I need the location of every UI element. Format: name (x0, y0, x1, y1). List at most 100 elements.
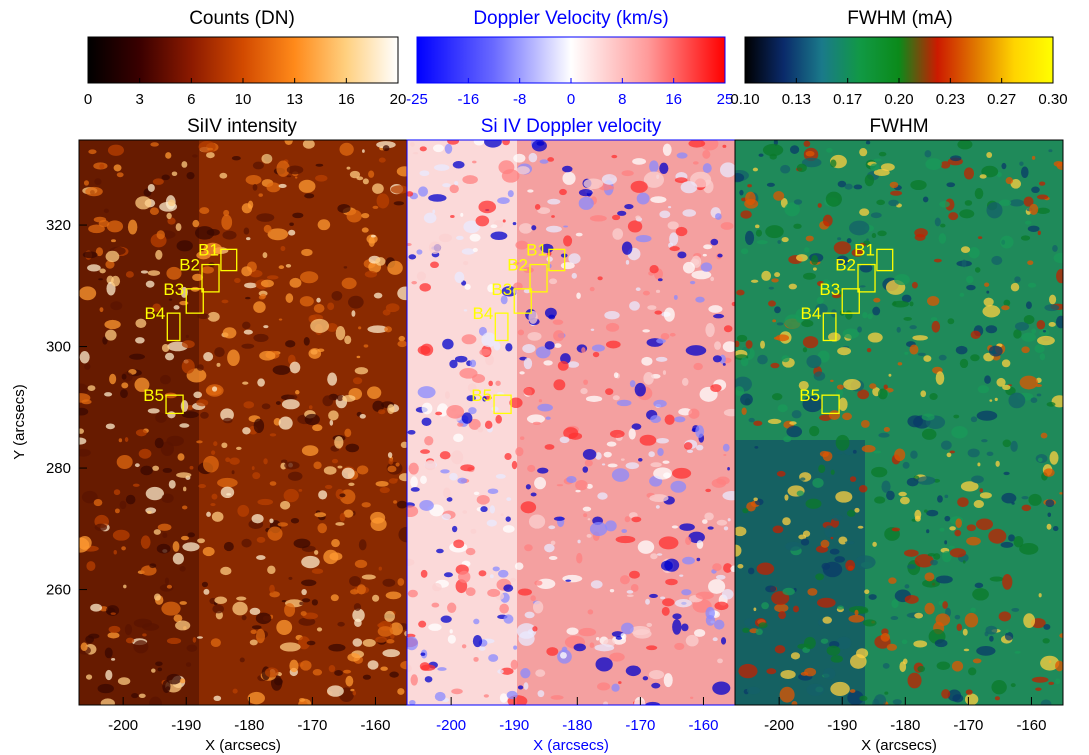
region-box-b1 (548, 248, 566, 272)
region-label-b3: B3 (163, 280, 184, 299)
region-box-b5 (821, 394, 840, 415)
colorbar-tick-label: 8 (618, 91, 626, 108)
colorbar-tick-label: -16 (457, 91, 479, 108)
region-box-b3 (185, 288, 204, 314)
region-label-b1: B1 (198, 240, 219, 259)
colorbar-tick-label: 16 (665, 91, 682, 108)
x-axis-label-doppler: X (arcsecs) (533, 737, 609, 754)
y-tick-label: 260 (46, 582, 71, 599)
panel-fwhm-title: FWHM (869, 116, 928, 137)
colorbar-intensity-title: Counts (DN) (189, 8, 295, 29)
region-box-b3 (841, 288, 860, 314)
colorbar-tick-label: 0.13 (782, 91, 811, 108)
colorbar-tick-label: 0.20 (884, 91, 913, 108)
region-label-b4: B4 (801, 304, 822, 323)
panel-frame (734, 139, 1064, 706)
region-label-b4: B4 (473, 304, 494, 323)
x-axis-intensity: -200 -190 -180 -170 -160 (108, 697, 390, 734)
region-box-b2 (201, 263, 220, 293)
region-box-b2 (857, 263, 876, 293)
panel-texture (735, 140, 1063, 705)
x-axis-fwhm: -200 -190 -180 -170 -160 (764, 697, 1046, 734)
region-box-b3 (513, 288, 532, 314)
x-tick-label: -170 (625, 717, 655, 734)
region-box-b1 (220, 248, 238, 272)
colorbar-tick-label: 0.27 (987, 91, 1016, 108)
colorbar-tick-label: 0.10 (730, 91, 759, 108)
region-box-b4 (494, 312, 509, 342)
colorbar-tick-label: -8 (513, 91, 526, 108)
colorbar-intensity-bar (87, 36, 399, 84)
x-tick-label: -160 (360, 717, 390, 734)
y-axis-ticks: 260 280 300 320 (46, 217, 87, 599)
colorbar-tick-label: 0.30 (1038, 91, 1067, 108)
x-tick-label: -180 (562, 717, 592, 734)
region-label-b3: B3 (491, 280, 512, 299)
colorbar-fwhm-bar (744, 36, 1054, 84)
region-label-b1: B1 (526, 240, 547, 259)
colorbar-tick-label: 3 (135, 91, 143, 108)
region-box-b4 (822, 312, 837, 342)
x-tick-label: -160 (1016, 717, 1046, 734)
colorbar-fwhm-ticks: 0.10 0.13 0.17 0.20 0.23 0.27 0.30 (730, 78, 1068, 108)
region-box-b5 (493, 394, 512, 415)
region-box-b4 (166, 312, 181, 342)
colorbar-fwhm-title: FWHM (mA) (847, 8, 953, 29)
colorbar-doppler: Doppler Velocity (km/s) -25 -16 -8 0 8 16 25 (406, 8, 733, 108)
x-tick-label: -180 (890, 717, 920, 734)
colorbar-doppler-ticks: -25 -16 -8 0 8 16 25 (406, 78, 733, 108)
colorbar-tick-label: 0 (567, 91, 575, 108)
colorbar-intensity-ticks: 0 3 6 10 13 16 20 (84, 78, 407, 108)
x-tick-label: -180 (234, 717, 264, 734)
region-label-b2: B2 (179, 256, 200, 275)
region-label-b5: B5 (799, 386, 820, 405)
panel-texture (407, 140, 735, 705)
colorbar-doppler-title: Doppler Velocity (km/s) (473, 8, 668, 29)
y-axis-label: Y (arcsecs) (11, 384, 28, 460)
region-box-b1 (876, 248, 894, 272)
y-tick-label: 280 (46, 460, 71, 477)
region-box-b2 (529, 263, 548, 293)
x-tick-label: -160 (688, 717, 718, 734)
colorbar-tick-label: 0.17 (833, 91, 862, 108)
panel-intensity-title: SiIV intensity (187, 116, 297, 137)
y-tick-label: 320 (46, 217, 71, 234)
region-label-b2: B2 (835, 256, 856, 275)
x-tick-label: -170 (297, 717, 327, 734)
colorbar-tick-label: 20 (390, 91, 407, 108)
colorbar-tick-label: 16 (338, 91, 355, 108)
x-tick-label: -200 (436, 717, 466, 734)
region-label-b4: B4 (145, 304, 166, 323)
x-axis-doppler: -200 -190 -180 -170 -160 (436, 697, 718, 734)
x-tick-label: -190 (827, 717, 857, 734)
x-tick-label: -200 (108, 717, 138, 734)
region-label-b3: B3 (819, 280, 840, 299)
colorbar-tick-label: -25 (406, 91, 428, 108)
region-label-b5: B5 (143, 386, 164, 405)
y-tick-label: 300 (46, 339, 71, 356)
colorbar-tick-label: 0.23 (936, 91, 965, 108)
colorbar-tick-label: 0 (84, 91, 92, 108)
panel-doppler-title: Si IV Doppler velocity (481, 116, 662, 137)
colorbar-intensity: Counts (DN) 0 3 6 10 13 16 20 (84, 8, 407, 108)
x-axis-label-fwhm: X (arcsecs) (861, 737, 937, 754)
colorbar-tick-label: 25 (717, 91, 734, 108)
region-label-b2: B2 (507, 256, 528, 275)
region-label-b1: B1 (854, 240, 875, 259)
colorbar-doppler-bar (416, 36, 726, 84)
colorbar-tick-label: 10 (235, 91, 252, 108)
x-tick-label: -190 (499, 717, 529, 734)
colorbar-tick-label: 6 (187, 91, 195, 108)
x-tick-label: -200 (764, 717, 794, 734)
colorbar-tick-label: 13 (286, 91, 303, 108)
region-label-b5: B5 (471, 386, 492, 405)
x-axis-label-intensity: X (arcsecs) (205, 737, 281, 754)
x-tick-label: -170 (953, 717, 983, 734)
colorbar-fwhm: FWHM (mA) 0.10 0.13 0.17 0.20 0.23 0.27 0.30 (730, 8, 1067, 108)
x-tick-label: -190 (171, 717, 201, 734)
panel-texture (79, 140, 407, 705)
